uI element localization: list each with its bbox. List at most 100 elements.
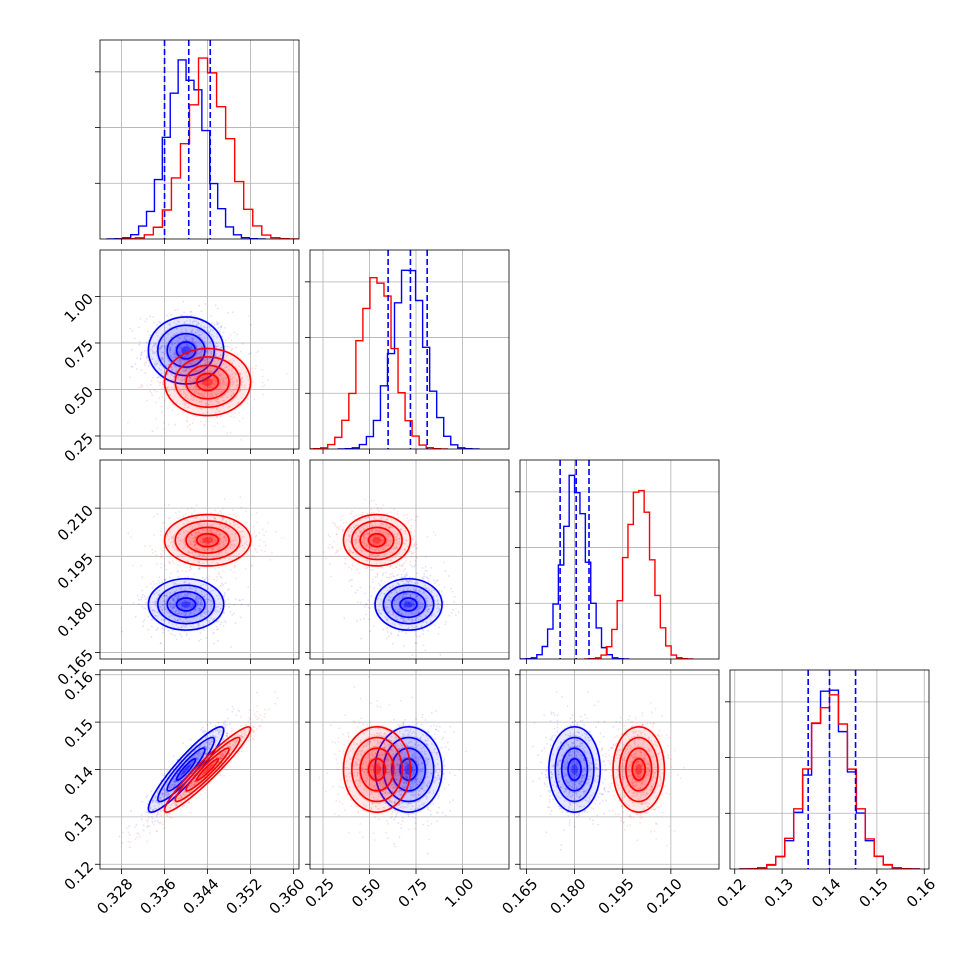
density-level-0: [146, 724, 226, 815]
scatter-point: [169, 592, 172, 594]
scatter-point: [215, 531, 217, 534]
scatter-point: [226, 537, 228, 540]
scatter-point: [372, 578, 374, 581]
panel-frame: [99, 459, 300, 660]
scatter-point: [402, 542, 405, 545]
scatter-point: [412, 605, 414, 607]
scatter-point: [153, 515, 155, 518]
scatter-point: [417, 611, 419, 614]
scatter-point: [193, 749, 196, 752]
scatter-point: [167, 793, 170, 796]
scatter-point: [174, 775, 177, 777]
scatter-point: [404, 607, 407, 609]
scatter-point: [413, 545, 416, 547]
scatter-point: [233, 393, 235, 395]
scatter-point: [227, 717, 230, 720]
scatter-point: [184, 626, 187, 628]
scatter-point: [402, 602, 404, 605]
scatter-point: [152, 609, 155, 611]
scatter-point: [193, 525, 196, 527]
scatter-point: [150, 636, 153, 638]
scatter-point: [181, 771, 184, 774]
scatter-point: [168, 793, 171, 796]
scatter-point: [194, 589, 197, 592]
scatter-point: [403, 605, 406, 608]
scatter-point: [208, 621, 211, 624]
scatter-point: [349, 550, 352, 552]
scatter-point: [210, 530, 213, 532]
scatter-point: [201, 394, 203, 397]
scatter-point: [415, 547, 418, 550]
scatter-point: [166, 595, 169, 598]
scatter-point: [224, 726, 227, 729]
scatter-point: [195, 753, 198, 755]
scatter-point: [170, 366, 173, 368]
scatter-point: [199, 632, 202, 634]
scatter-point: [239, 389, 242, 392]
scatter-point: [217, 359, 220, 361]
contour-line-1: [351, 520, 403, 561]
scatter-point: [142, 620, 145, 623]
scatter-point: [221, 396, 224, 399]
scatter-point: [152, 799, 154, 802]
scatter-point: [199, 538, 202, 540]
scatter-point: [206, 378, 209, 381]
scatter-point: [181, 793, 184, 796]
scatter-point: [341, 530, 344, 533]
scatter-point: [331, 546, 334, 549]
scatter-point: [184, 328, 187, 331]
scatter-point: [232, 571, 235, 573]
scatter-point: [414, 519, 417, 522]
scatter-point: [189, 606, 192, 609]
scatter-point: [196, 599, 198, 602]
scatter-point: [205, 529, 208, 532]
scatter-point: [371, 530, 374, 533]
scatter-point: [368, 548, 370, 551]
scatter-point: [178, 510, 181, 513]
scatter-point: [152, 376, 154, 379]
scatter-point: [386, 535, 388, 538]
scatter-point: [183, 608, 186, 611]
scatter-point: [196, 595, 199, 598]
scatter-point: [233, 412, 236, 415]
scatter-point: [222, 541, 225, 543]
scatter-point: [395, 539, 398, 541]
scatter-point: [410, 518, 413, 521]
scatter-point: [191, 360, 194, 363]
scatter-point: [153, 804, 156, 807]
scatter-point: [402, 596, 404, 599]
scatter-point: [161, 581, 164, 583]
scatter-point: [182, 794, 185, 796]
scatter-point: [206, 600, 209, 603]
scatter-point: [367, 516, 370, 519]
scatter-point: [407, 602, 409, 604]
scatter-point: [191, 611, 194, 614]
scatter-point: [174, 372, 177, 374]
scatter-point: [230, 543, 233, 546]
scatter-point: [158, 613, 161, 615]
scatter-point: [176, 612, 179, 615]
scatter-point: [181, 331, 184, 334]
scatter-point: [155, 331, 158, 334]
scatter-point: [421, 567, 424, 569]
scatter-point: [175, 369, 178, 371]
scatter-point: [395, 600, 398, 603]
scatter-point: [370, 508, 372, 511]
scatter-point: [411, 618, 414, 621]
scatter-point: [196, 547, 199, 550]
scatter-point: [335, 526, 338, 528]
scatter-point: [186, 353, 189, 356]
scatter-point: [438, 626, 440, 629]
scatter-point: [194, 331, 197, 334]
scatter-point: [375, 537, 377, 539]
scatter-point: [158, 397, 161, 399]
scatter-point: [406, 514, 408, 516]
scatter-point: [178, 595, 180, 598]
scatter-point: [208, 620, 211, 622]
scatter-point: [205, 608, 208, 611]
scatter-point: [390, 559, 393, 561]
scatter-point: [153, 342, 156, 345]
scatter-point: [416, 572, 418, 574]
scatter-point: [232, 376, 235, 379]
scatter-point: [403, 620, 405, 623]
